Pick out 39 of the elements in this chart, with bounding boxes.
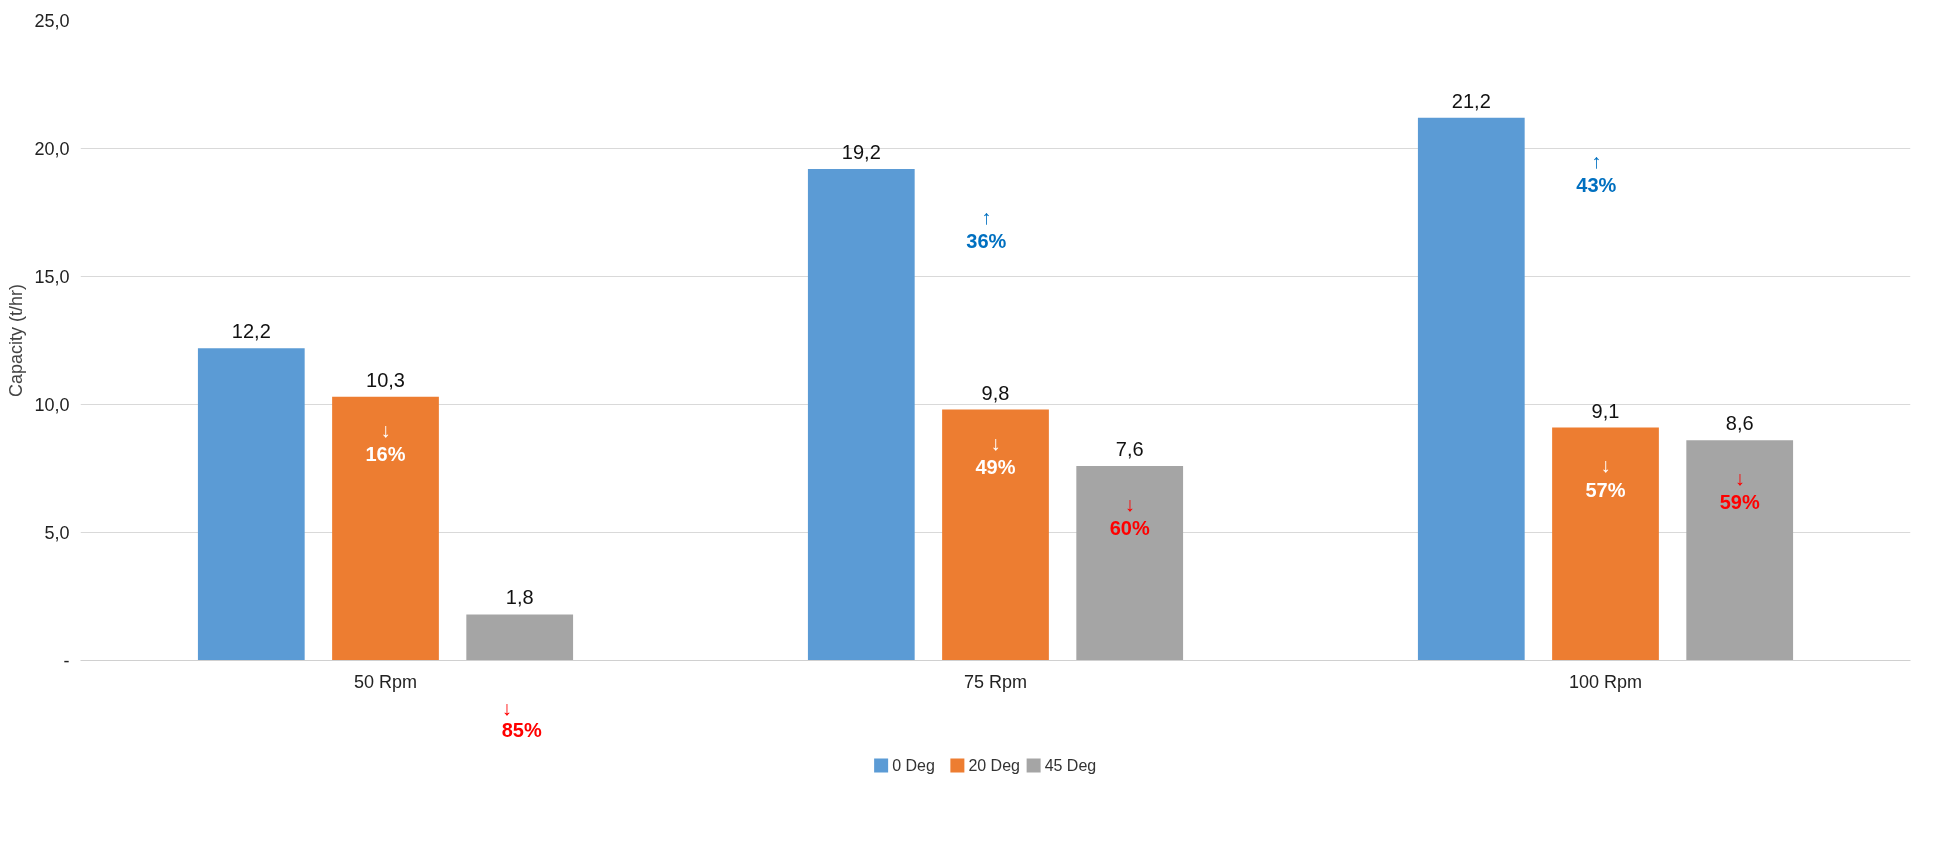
y-tick-label: 15,0 [34,267,70,287]
data-label: 7,6 [1115,437,1144,460]
data-label: 8,6 [1725,412,1754,435]
bar [942,409,1049,661]
data-label: 19,2 [841,140,881,163]
text: ↓ 85% [501,696,542,741]
bar [1686,440,1794,661]
legend-label: 20 Deg [968,757,1020,774]
annotation: ↑ 36% [966,205,1007,253]
legend-label: 45 Deg [1044,757,1097,774]
annotation: ↓ 16% [365,418,406,465]
bar [466,614,574,661]
annotation: ↓ 60% [1109,492,1150,540]
y-tick-label: 5,0 [44,523,70,543]
bar [332,396,439,661]
data-label: 12,2 [231,320,271,343]
data-label: 10,3 [366,368,405,391]
bar [1417,117,1525,661]
bar [807,168,915,661]
bar [1076,465,1184,661]
y-tick-label: 25,0 [34,11,70,31]
y-tick-label: - [63,651,70,671]
x-tick-label: 50 Rpm [353,671,418,692]
data-label: 1,8 [505,586,534,609]
annotation: ↑ 43% [1576,149,1617,196]
data-label: 9,1 [1591,399,1620,422]
x-tick-label: 75 Rpm [963,671,1028,692]
annotation: ↓ 49% [975,431,1016,478]
annotation: ↓ 57% [1585,454,1626,501]
legend-label: 0 Deg [892,757,935,774]
y-axis-title: Capacity (t/hr) [6,283,27,398]
y-tick-label: 10,0 [34,395,70,415]
bar [1552,427,1659,661]
annotation: ↓ 59% [1719,467,1760,514]
bar [197,348,305,661]
x-tick-label: 100 Rpm [1568,671,1643,692]
data-label: 9,8 [981,381,1010,404]
data-label: 21,2 [1451,89,1491,112]
y-tick-label: 20,0 [34,139,70,159]
